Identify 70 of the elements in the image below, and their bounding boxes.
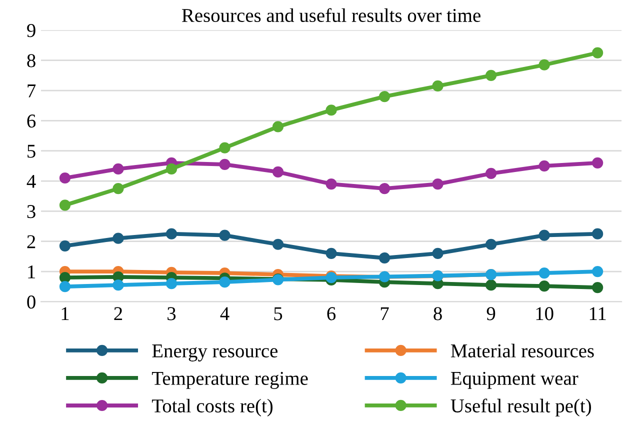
point <box>592 228 604 240</box>
x-tick-label: 9 <box>486 307 496 320</box>
point <box>378 90 390 102</box>
legend-label: Temperature regime <box>152 372 308 389</box>
x-tick-label: 4 <box>220 307 230 320</box>
point <box>485 280 497 291</box>
point <box>592 47 604 58</box>
point <box>432 248 444 259</box>
point <box>272 238 284 250</box>
point <box>112 163 124 175</box>
point <box>538 280 550 292</box>
point <box>485 168 497 180</box>
y-tick-label: 4 <box>26 174 36 188</box>
x-tick-label: 7 <box>380 307 389 320</box>
y-tick-label: 9 <box>27 24 36 38</box>
x-tick-label: 3 <box>168 307 176 320</box>
y-tick-label: 2 <box>27 235 36 248</box>
x-tick-label: 10 <box>536 307 554 320</box>
point <box>326 104 337 116</box>
legend-label: Energy resource <box>152 344 278 362</box>
point <box>219 158 230 170</box>
point <box>485 70 497 81</box>
point <box>219 142 230 154</box>
x-tick-label: 11 <box>590 307 606 320</box>
point <box>432 178 444 190</box>
point <box>112 232 124 244</box>
legend-label: Equipment wear <box>450 372 578 389</box>
point <box>592 157 604 168</box>
point <box>59 272 71 284</box>
point <box>219 276 230 288</box>
point <box>538 160 550 172</box>
point <box>326 178 337 190</box>
y-tick-label: 0 <box>27 296 36 309</box>
point <box>166 163 178 175</box>
x-tick-label: 8 <box>434 307 442 320</box>
chart-title: Resources and useful results over time <box>182 8 480 22</box>
y-tick-label: 5 <box>28 144 36 158</box>
point <box>326 248 337 259</box>
point <box>485 238 497 250</box>
x-tick-label: 5 <box>274 307 282 320</box>
point <box>166 228 178 240</box>
point <box>272 166 284 178</box>
point <box>59 240 71 252</box>
y-tick-label: 3 <box>27 205 36 218</box>
x-tick-label: 1 <box>62 307 69 320</box>
legend-label: Useful result pe(t) <box>450 398 591 416</box>
point <box>538 230 550 241</box>
point <box>378 183 390 194</box>
legend-label: Total costs re(t) <box>152 398 273 416</box>
point <box>538 267 550 279</box>
y-tick-label: 7 <box>28 84 36 98</box>
point <box>166 278 178 290</box>
point <box>538 59 550 70</box>
y-tick-label: 8 <box>27 54 36 68</box>
point <box>59 200 71 211</box>
point <box>112 280 124 291</box>
point <box>592 282 604 294</box>
point <box>432 80 444 92</box>
point <box>219 230 230 241</box>
point <box>592 266 604 278</box>
y-tick-label: 1 <box>28 265 35 278</box>
point <box>59 172 71 184</box>
y-tick-label: 6 <box>27 114 36 128</box>
point <box>112 183 124 194</box>
x-tick-label: 6 <box>327 307 336 320</box>
point <box>59 281 71 292</box>
x-tick-label: 2 <box>114 307 122 320</box>
point <box>378 252 390 264</box>
point <box>272 121 284 132</box>
legend-label: Material resources <box>450 344 594 358</box>
